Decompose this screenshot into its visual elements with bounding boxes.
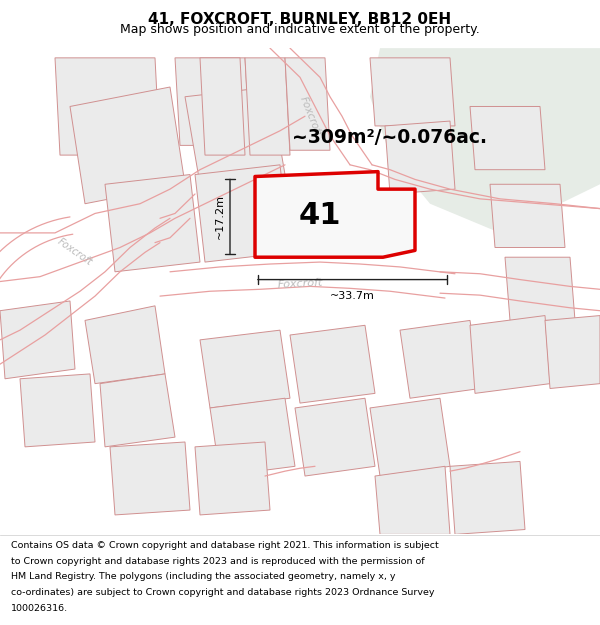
Polygon shape <box>400 321 480 398</box>
Polygon shape <box>175 58 250 146</box>
Polygon shape <box>200 330 290 408</box>
Polygon shape <box>370 398 450 476</box>
Polygon shape <box>375 466 450 534</box>
Polygon shape <box>105 174 200 272</box>
Text: ~309m²/~0.076ac.: ~309m²/~0.076ac. <box>293 128 487 147</box>
Polygon shape <box>245 58 290 155</box>
Text: Foxcroft: Foxcroft <box>277 278 323 289</box>
Polygon shape <box>55 58 160 155</box>
Text: Foxcroft: Foxcroft <box>298 94 323 138</box>
Polygon shape <box>195 442 270 515</box>
Text: HM Land Registry. The polygons (including the associated geometry, namely x, y: HM Land Registry. The polygons (includin… <box>11 572 395 581</box>
Polygon shape <box>70 87 185 204</box>
Polygon shape <box>255 172 415 258</box>
Polygon shape <box>470 106 545 169</box>
Polygon shape <box>370 58 455 126</box>
Text: 100026316.: 100026316. <box>11 604 68 613</box>
Polygon shape <box>185 87 285 184</box>
Polygon shape <box>470 316 550 393</box>
Polygon shape <box>200 58 245 155</box>
Text: Map shows position and indicative extent of the property.: Map shows position and indicative extent… <box>120 23 480 36</box>
Polygon shape <box>295 398 375 476</box>
Text: ~17.2m: ~17.2m <box>215 194 225 239</box>
Text: Foxcroft: Foxcroft <box>56 237 94 268</box>
Polygon shape <box>20 374 95 447</box>
Polygon shape <box>195 165 290 262</box>
Polygon shape <box>85 306 165 384</box>
Text: co-ordinates) are subject to Crown copyright and database rights 2023 Ordnance S: co-ordinates) are subject to Crown copyr… <box>11 588 434 598</box>
Text: to Crown copyright and database rights 2023 and is reproduced with the permissio: to Crown copyright and database rights 2… <box>11 557 424 566</box>
Polygon shape <box>385 121 455 194</box>
Polygon shape <box>0 301 75 379</box>
Text: 41: 41 <box>299 201 341 230</box>
Polygon shape <box>285 58 330 150</box>
Polygon shape <box>505 258 575 321</box>
Text: ~33.7m: ~33.7m <box>330 291 375 301</box>
Polygon shape <box>290 325 375 403</box>
Polygon shape <box>545 316 600 389</box>
Polygon shape <box>210 398 295 476</box>
Polygon shape <box>110 442 190 515</box>
Polygon shape <box>450 461 525 534</box>
Text: 41, FOXCROFT, BURNLEY, BB12 0EH: 41, FOXCROFT, BURNLEY, BB12 0EH <box>148 12 452 27</box>
Polygon shape <box>490 184 565 248</box>
Polygon shape <box>370 48 600 233</box>
Text: Contains OS data © Crown copyright and database right 2021. This information is : Contains OS data © Crown copyright and d… <box>11 541 439 550</box>
Polygon shape <box>100 374 175 447</box>
